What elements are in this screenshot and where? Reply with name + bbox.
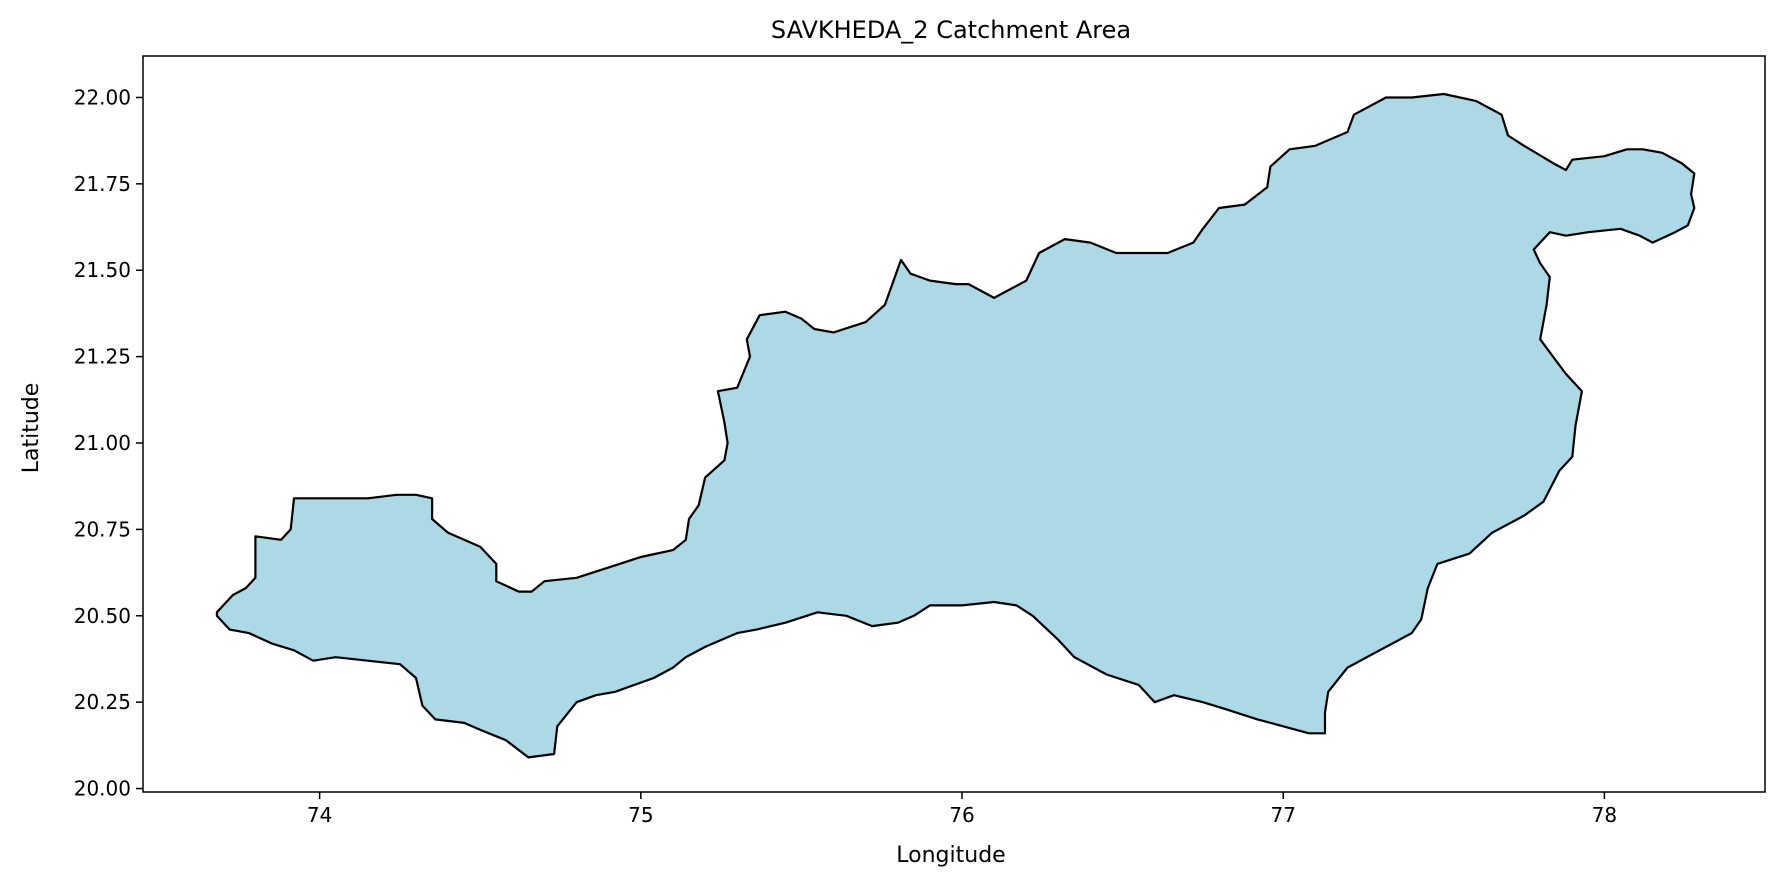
y-tick-label: 21.50 <box>74 258 131 282</box>
x-tick-label: 74 <box>307 803 332 827</box>
x-axis: 74 75 76 77 78 <box>307 792 1617 827</box>
y-tick-label: 21.75 <box>74 172 131 196</box>
x-tick-label: 75 <box>628 803 653 827</box>
axes-frame <box>142 55 1766 793</box>
plot-area <box>142 55 1766 793</box>
y-axis: 20.00 20.25 20.50 20.75 21.00 21.25 21.50 21.75… <box>74 85 143 801</box>
x-tick-label: 77 <box>1270 803 1295 827</box>
x-tick-label: 78 <box>1592 803 1617 827</box>
y-tick-label: 20.75 <box>74 517 131 541</box>
x-tick-label: 76 <box>949 803 974 827</box>
y-tick-label: 20.50 <box>74 604 131 628</box>
y-tick-label: 21.00 <box>74 431 131 455</box>
y-tick-label: 22.00 <box>74 85 131 109</box>
y-tick-label: 20.25 <box>74 690 131 714</box>
y-tick-label: 21.25 <box>74 345 131 369</box>
catchment-polygon <box>215 92 1696 759</box>
y-axis-label: Latitude <box>19 383 44 474</box>
chart-title: SAVKHEDA_2 Catchment Area <box>771 16 1131 44</box>
x-axis-label: Longitude <box>896 843 1005 868</box>
y-tick-label: 20.00 <box>74 777 131 801</box>
